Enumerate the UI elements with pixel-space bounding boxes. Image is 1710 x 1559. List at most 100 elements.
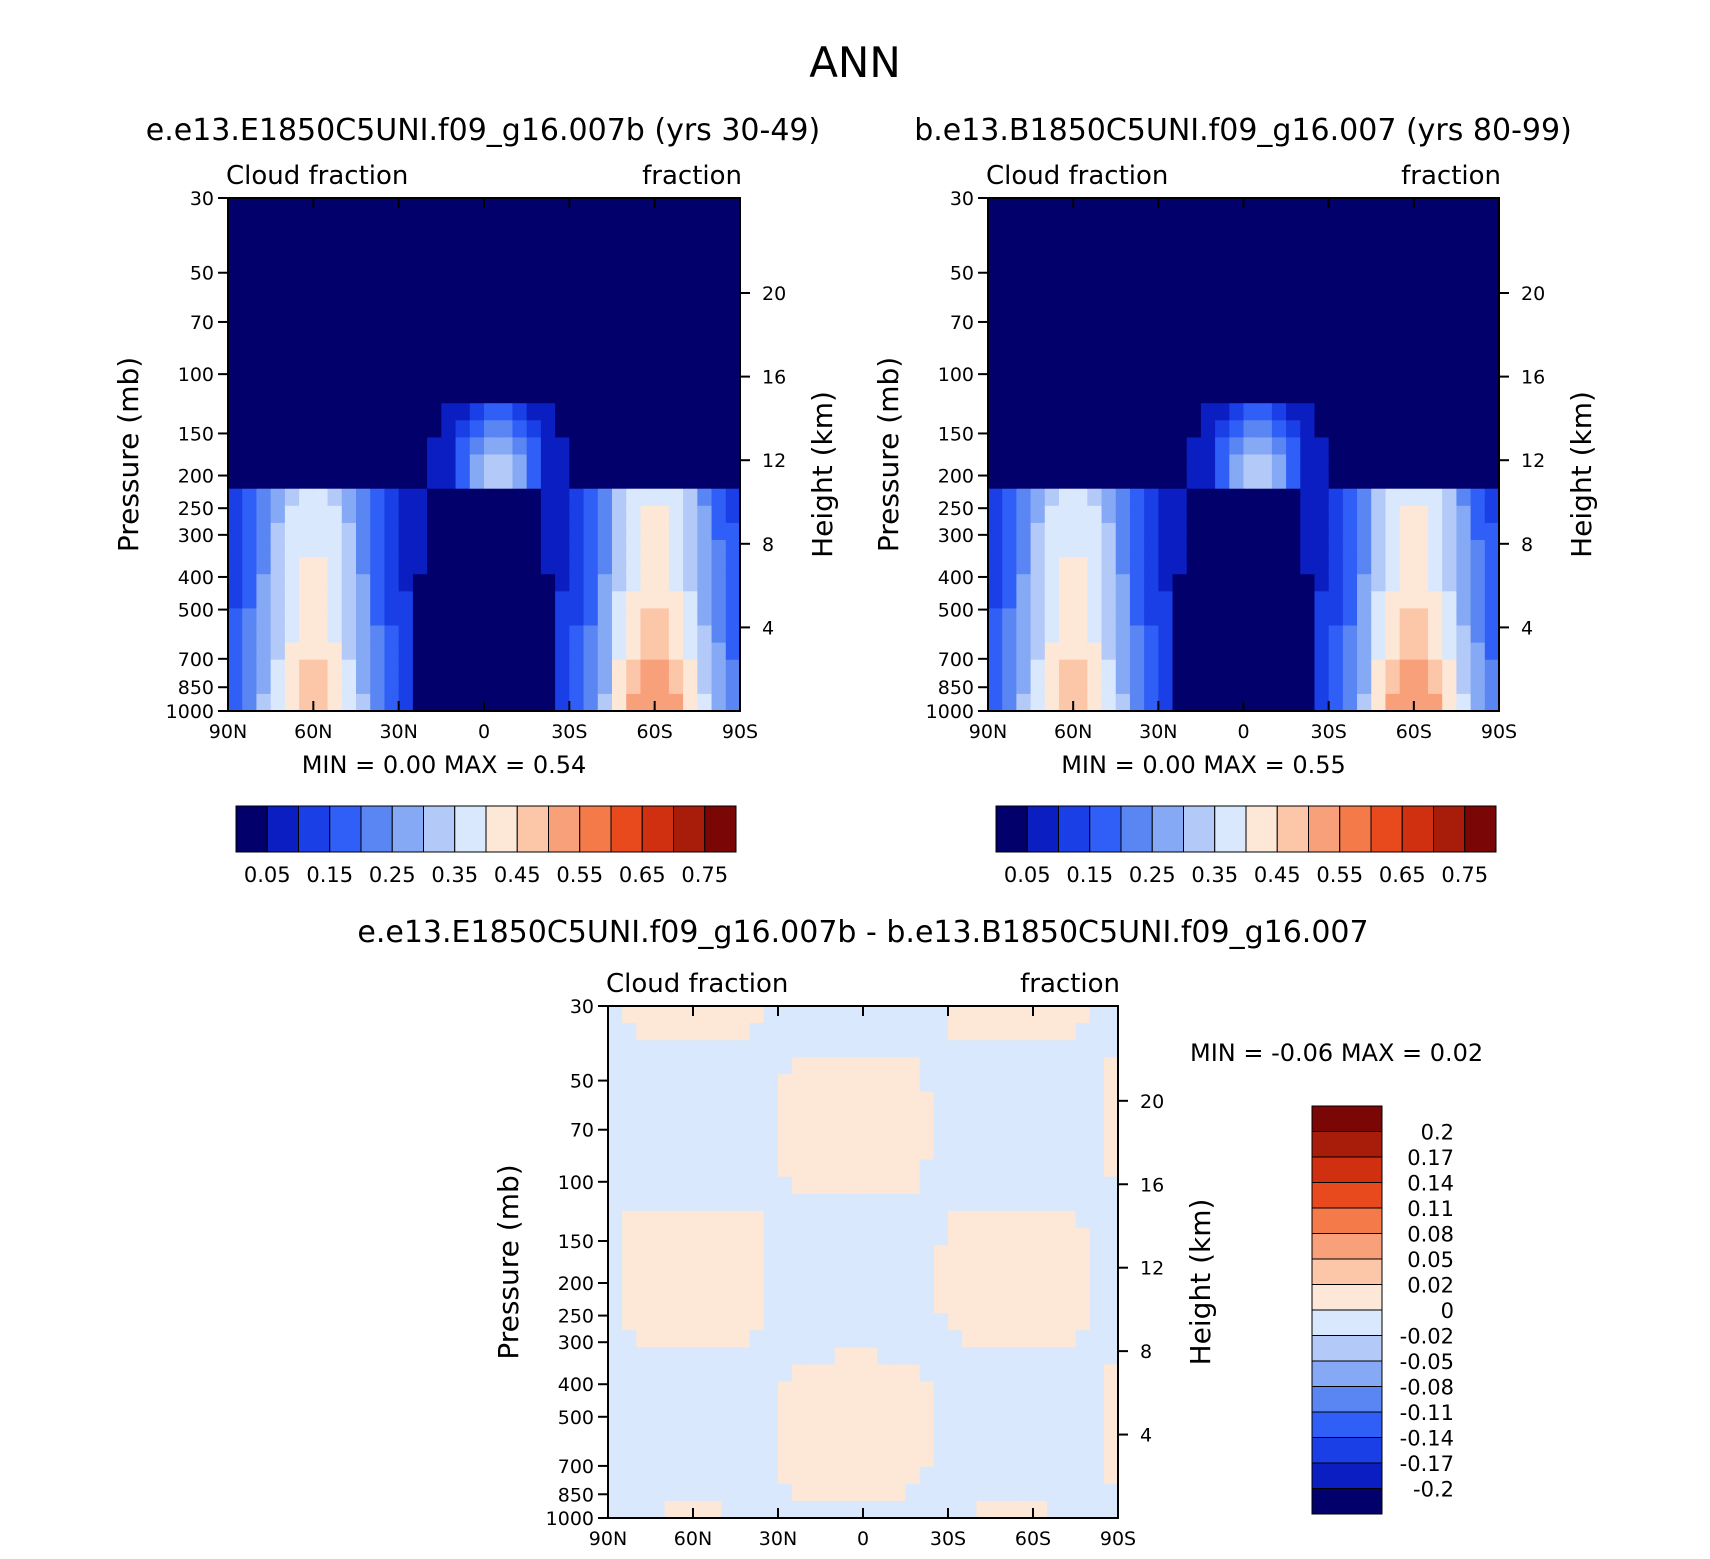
contour-cell: [512, 334, 528, 353]
y2-tick-label: 12: [1140, 1258, 1164, 1280]
contour-cell: [678, 1176, 694, 1195]
contour-cell: [398, 574, 414, 592]
y-tick-label: 30: [950, 188, 974, 210]
contour-cell: [1342, 249, 1358, 267]
contour-cell: [948, 1006, 963, 1024]
contour-cell: [608, 1449, 623, 1468]
contour-cell: [1215, 215, 1230, 233]
contour-cell: [1004, 1279, 1020, 1297]
contour-cell: [1047, 1108, 1062, 1127]
contour-cell: [1243, 693, 1259, 712]
contour-cell: [1087, 215, 1103, 233]
contour-cell: [341, 642, 357, 661]
contour-cell: [988, 215, 1003, 233]
x-tick-label: 0: [1237, 721, 1249, 743]
contour-cell: [650, 1262, 666, 1280]
contour-cell: [1172, 557, 1188, 575]
contour-cell: [1229, 471, 1245, 490]
contour-cell: [1061, 1244, 1077, 1263]
contour-cell: [1103, 1381, 1119, 1400]
contour-cell: [1428, 334, 1443, 353]
contour-cell: [1158, 266, 1174, 285]
contour-cell: [1286, 249, 1301, 267]
contour-cell: [1428, 386, 1443, 404]
contour-cell: [1016, 420, 1032, 438]
contour-cell: [707, 1432, 722, 1451]
colorbar-box: [360, 805, 393, 853]
contour-cell: [569, 369, 585, 387]
contour-cell: [848, 1074, 864, 1092]
contour-cell: [1385, 369, 1401, 387]
contour-cell: [1342, 420, 1358, 438]
contour-cell: [412, 488, 428, 507]
colorbar-box: [610, 805, 643, 853]
contour-cell: [1018, 1415, 1034, 1434]
y2-tick-label: 12: [762, 450, 786, 472]
contour-cell: [664, 1330, 680, 1348]
contour-cell: [806, 1244, 822, 1263]
contour-cell: [228, 591, 243, 609]
contour-cell: [763, 1125, 779, 1144]
contour-cell: [1158, 522, 1174, 541]
contour-cell: [427, 369, 442, 387]
contour-cell: [455, 403, 471, 421]
contour-cell: [597, 693, 613, 712]
contour-cell: [919, 1091, 935, 1109]
contour-cell: [455, 300, 471, 319]
contour-cell: [1073, 625, 1088, 644]
contour-cell: [284, 369, 300, 387]
contour-cell: [1002, 557, 1017, 575]
contour-cell: [1342, 317, 1358, 336]
contour-cell: [384, 283, 400, 302]
contour-cell: [948, 1023, 963, 1041]
y-tick-label: 70: [570, 1120, 594, 1142]
contour-cell: [284, 403, 300, 421]
contour-cell: [1428, 403, 1443, 421]
contour-cell: [1158, 283, 1174, 302]
contour-cell: [668, 249, 684, 267]
contour-cell: [1016, 676, 1032, 695]
contour-cell: [427, 420, 442, 438]
contour-cell: [1089, 1313, 1105, 1331]
contour-cell: [990, 1244, 1006, 1263]
contour-cell: [1428, 659, 1443, 678]
contour-cell: [848, 1091, 864, 1109]
contour-cell: [455, 420, 471, 438]
contour-cell: [1115, 540, 1131, 558]
colorbar-box: [1401, 805, 1434, 853]
contour-cell: [341, 488, 357, 507]
contour-cell: [498, 351, 514, 370]
contour-cell: [1271, 471, 1287, 490]
contour-cell: [1300, 642, 1316, 661]
contour-cell: [678, 1449, 694, 1468]
contour-cell: [1002, 266, 1017, 285]
contour-cell: [555, 625, 570, 644]
contour-cell: [848, 1040, 864, 1058]
contour-cell: [1047, 1381, 1062, 1400]
contour-cell: [1018, 1381, 1034, 1400]
contour-cell: [1371, 300, 1387, 319]
contour-cell: [683, 557, 698, 575]
contour-cell: [484, 454, 499, 473]
contour-cell: [242, 300, 258, 319]
contour-cell: [707, 1210, 722, 1229]
contour-cell: [877, 1091, 892, 1109]
colorbar-label: 0.2: [1421, 1121, 1454, 1145]
contour-cell: [612, 317, 627, 336]
contour-cell: [792, 1142, 807, 1161]
contour-cell: [1089, 1193, 1105, 1212]
contour-cell: [711, 369, 727, 387]
contour-cell: [1087, 351, 1103, 370]
contour-cell: [484, 557, 499, 575]
contour-cell: [1002, 334, 1017, 353]
contour-cell: [735, 1449, 751, 1468]
contour-cell: [270, 454, 286, 473]
contour-cell: [735, 1364, 751, 1383]
contour-cell: [707, 1244, 722, 1263]
colorbar-label: -0.2: [1413, 1478, 1454, 1502]
y-axis-title: Pressure (mb): [112, 357, 145, 552]
contour-cell: [1286, 215, 1301, 233]
contour-cell: [735, 1023, 751, 1041]
contour-cell: [654, 283, 670, 302]
contour-cell: [636, 1313, 652, 1331]
